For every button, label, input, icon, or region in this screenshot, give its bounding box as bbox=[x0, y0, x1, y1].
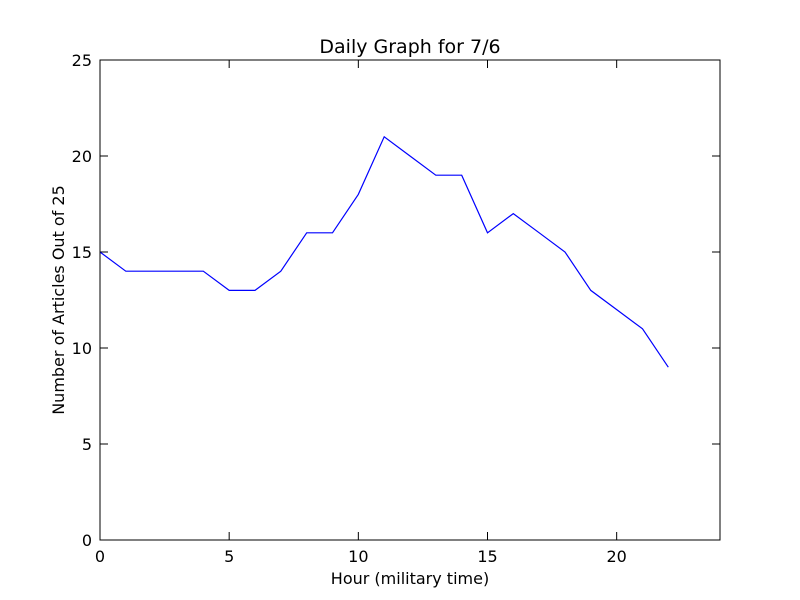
y-tick-label: 25 bbox=[72, 51, 92, 70]
series-layer bbox=[99, 135, 669, 368]
x-tick-label: 20 bbox=[606, 547, 626, 566]
x-tick-label: 0 bbox=[95, 547, 105, 566]
y-axis-label: Number of Articles Out of 25 bbox=[49, 185, 68, 415]
x-tick-label: 5 bbox=[224, 547, 234, 566]
y-tick-label: 10 bbox=[72, 339, 92, 358]
y-tick-label: 15 bbox=[72, 243, 92, 262]
x-tick-label: 15 bbox=[477, 547, 497, 566]
x-axis-label: Hour (military time) bbox=[331, 569, 489, 588]
y-tick-label: 0 bbox=[82, 531, 92, 550]
chart-title: Daily Graph for 7/6 bbox=[319, 36, 500, 58]
series-line bbox=[99, 135, 669, 368]
plot-frame bbox=[99, 59, 721, 541]
x-tick-label: 10 bbox=[348, 547, 368, 566]
y-tick-label: 20 bbox=[72, 147, 92, 166]
ticks-layer: 0 5 10 15 20 0 5 10 15 20 25 bbox=[72, 51, 720, 566]
y-tick-label: 5 bbox=[82, 435, 92, 454]
